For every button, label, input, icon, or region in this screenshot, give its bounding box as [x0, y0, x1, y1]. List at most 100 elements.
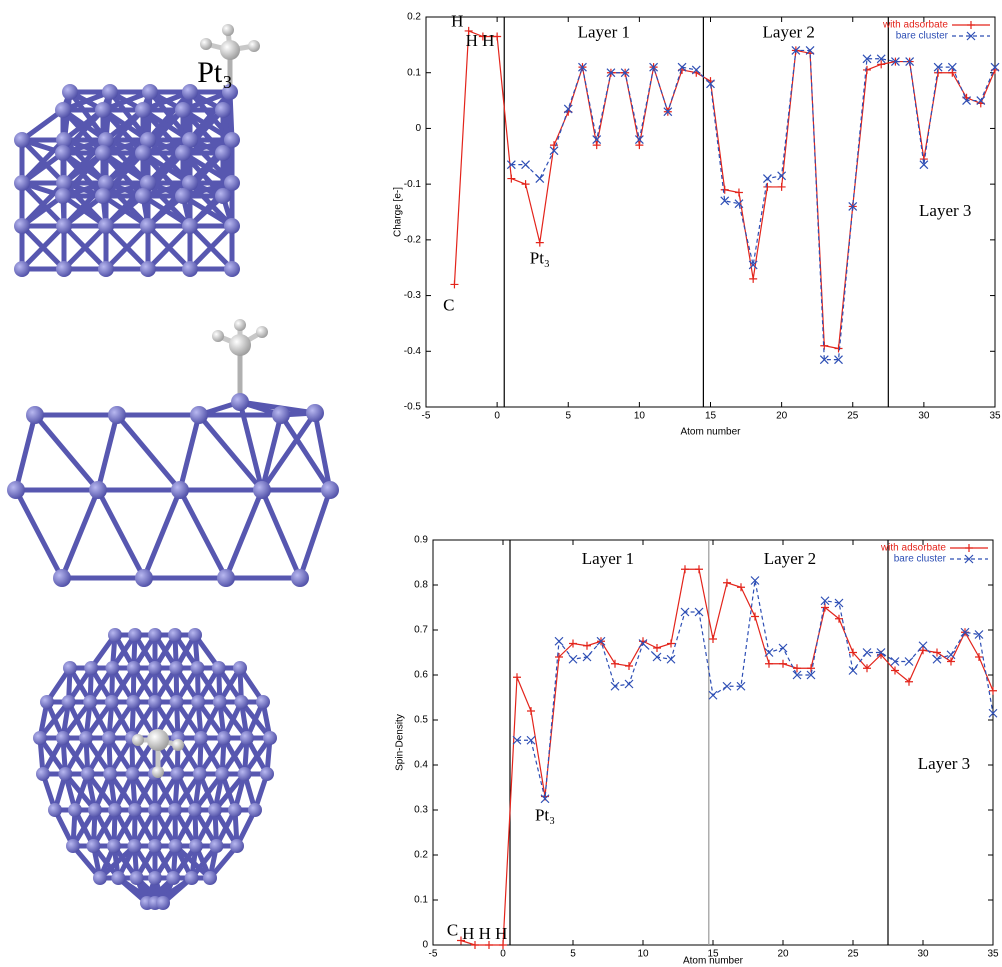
atom: [148, 871, 162, 885]
point-marker: [763, 183, 771, 191]
annotation: C: [447, 920, 458, 939]
atom: [217, 569, 235, 587]
atom: [68, 803, 82, 817]
bond: [144, 490, 180, 578]
atom: [106, 661, 120, 675]
atom: [147, 729, 169, 751]
point-marker: [522, 161, 530, 169]
legend-label: with adsorbate: [880, 543, 946, 554]
point-marker: [569, 655, 577, 663]
atom: [56, 261, 72, 277]
legend-label: with adsorbate: [882, 20, 948, 31]
atom: [191, 695, 205, 709]
chart: -0.5-0.4-0.3-0.2-0.100.10.2-505101520253…: [393, 11, 1001, 437]
point-marker: [709, 635, 717, 643]
x-tick-label: 35: [987, 949, 999, 960]
y-tick-label: -0.5: [404, 402, 422, 413]
atom: [98, 261, 114, 277]
y-axis-label: Charge [e-]: [393, 187, 404, 237]
atom: [272, 406, 290, 424]
x-tick-label: 30: [917, 949, 929, 960]
bond: [262, 490, 300, 578]
bond: [226, 490, 262, 578]
series-line: [461, 569, 993, 945]
annotation: Pt₃: [535, 806, 555, 825]
point-marker: [723, 579, 731, 587]
atom: [215, 767, 229, 781]
point-marker: [835, 345, 843, 353]
atom: [14, 175, 30, 191]
y-tick-label: 0.5: [414, 715, 428, 726]
atom: [256, 326, 268, 338]
point-marker: [793, 664, 801, 672]
atom: [168, 803, 182, 817]
atom: [126, 695, 140, 709]
figure: Pt₃ -0.5-0.4-0.3-0.2-0.100.10.2-50510152…: [0, 0, 1002, 967]
point-marker: [709, 691, 717, 699]
point-marker: [536, 239, 544, 247]
y-tick-label: 0: [422, 940, 428, 951]
atom: [189, 839, 203, 853]
atom: [128, 628, 142, 642]
y-tick-label: -0.1: [404, 179, 422, 190]
point-marker: [667, 655, 675, 663]
point-marker: [695, 608, 703, 616]
point-marker: [611, 682, 619, 690]
point-marker: [507, 175, 515, 183]
atom: [229, 334, 251, 356]
atom: [55, 102, 71, 118]
x-tick-label: 25: [847, 949, 859, 960]
atom: [135, 569, 153, 587]
atom: [108, 803, 122, 817]
x-axis-label: Atom number: [680, 427, 741, 438]
point-marker: [513, 673, 521, 681]
y-tick-label: 0.2: [407, 12, 421, 23]
plot-frame: [426, 17, 995, 407]
y-tick-label: 0.1: [414, 895, 428, 906]
atom: [306, 404, 324, 422]
atom: [53, 569, 71, 587]
atom: [248, 40, 260, 52]
bond: [16, 490, 62, 578]
point-marker: [555, 637, 563, 645]
atom: [132, 734, 144, 746]
atom: [111, 871, 125, 885]
atom: [88, 803, 102, 817]
atom: [190, 406, 208, 424]
atom: [63, 661, 77, 675]
atom: [140, 261, 156, 277]
atom: [130, 871, 144, 885]
point-marker: [721, 186, 729, 194]
atom: [231, 393, 249, 411]
atom: [148, 803, 162, 817]
annotation: H H H: [462, 924, 507, 943]
atom: [40, 695, 54, 709]
atom: [56, 731, 70, 745]
point-marker: [681, 608, 689, 616]
page: Pt₃ -0.5-0.4-0.3-0.2-0.100.10.2-50510152…: [0, 0, 1002, 967]
atom: [148, 628, 162, 642]
point-marker: [989, 687, 997, 695]
y-tick-label: -0.3: [404, 290, 422, 301]
y-tick-label: 0.1: [407, 67, 421, 78]
point-marker: [863, 66, 871, 74]
point-marker: [527, 736, 535, 744]
atom: [135, 188, 151, 204]
point-marker: [536, 175, 544, 183]
atom: [105, 695, 119, 709]
atom: [210, 839, 224, 853]
atom: [135, 145, 151, 161]
atom: [148, 661, 162, 675]
atom: [172, 739, 184, 751]
atom: [56, 218, 72, 234]
point-marker: [947, 658, 955, 666]
x-tick-label: 35: [989, 411, 1001, 422]
y-axis-label: Spin-Density: [395, 714, 406, 771]
x-tick-label: 15: [705, 411, 717, 422]
bond: [98, 415, 117, 490]
atom: [14, 261, 30, 277]
point-marker: [807, 664, 815, 672]
atom: [230, 839, 244, 853]
atom: [234, 695, 248, 709]
atom: [84, 661, 98, 675]
